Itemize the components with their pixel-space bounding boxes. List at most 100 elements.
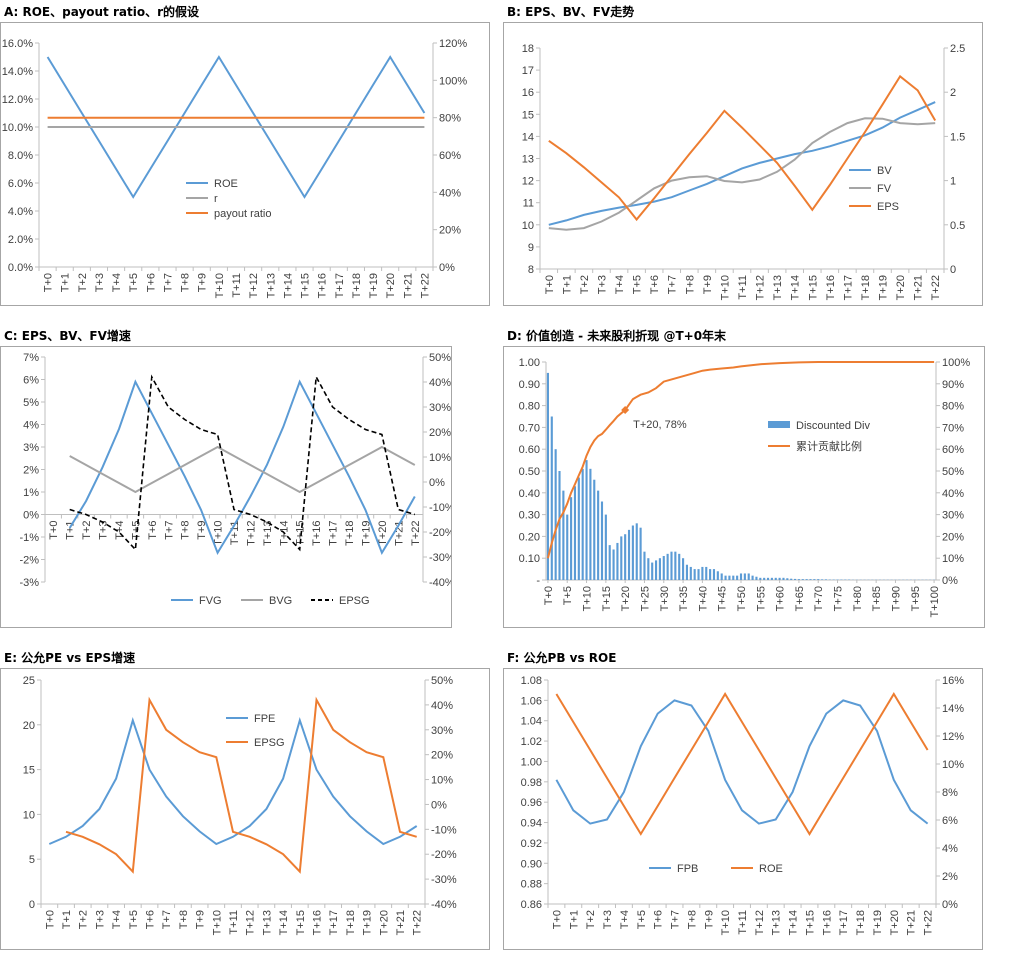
panel-b: B: EPS、BV、FV走势 8 9 10 11 12 13 14 15 16 17 18 0 0.5 1… [503, 0, 983, 306]
y-tick-label-left: 0.96 [521, 797, 542, 809]
bar-discounted-div [790, 578, 793, 580]
x-tick-label: T+5 [632, 275, 644, 294]
legend-label-cumulative: 累计贡献比例 [796, 439, 862, 453]
y-tick-label-right: 1 [950, 176, 956, 188]
series-line-bvg [69, 445, 416, 494]
x-tick-label: T+7 [667, 275, 679, 294]
x-tick-label: T+14 [278, 910, 290, 935]
y-tick-label-left: 1.00 [519, 357, 540, 369]
x-tick-label: T+17 [842, 275, 854, 300]
series-line-roe [46, 55, 426, 199]
y-tick-label-left: -3% [19, 577, 39, 589]
y-tick-label-left: 0.98 [521, 777, 542, 789]
legend-label-fpb: FPB [677, 863, 698, 875]
x-tick-label: T+95 [910, 586, 922, 611]
y-tick-label-right: 30% [942, 510, 964, 522]
y-tick-label-left: 0.20 [519, 531, 540, 543]
y-tick-label-left: 0.10 [519, 553, 540, 565]
panel-d: D: 价值创造 - 未来股利折现 @T+0年末 - 0.10 0.20 0.30 0.4… [503, 324, 985, 630]
x-tick-label: T+6 [145, 273, 157, 292]
y-tick-label-left: 0.80 [519, 401, 540, 413]
bar-discounted-div [554, 449, 557, 580]
x-tick-label: T+7 [670, 910, 682, 929]
bar-discounted-div [643, 551, 646, 580]
panel-f: F: 公允PB vs ROE 0.86 0.88 0.90 0.92 0.94 0.96 0… [503, 646, 983, 952]
y-tick-label-right: 100% [439, 75, 467, 87]
x-tick-label: T+11 [231, 273, 243, 298]
x-tick-label: T+0 [44, 910, 56, 929]
series-line-epsg [65, 696, 417, 874]
legend-label-epsg: EPSG [254, 737, 285, 749]
legend-label-payout-ratio: payout ratio [214, 208, 271, 220]
y-tick-label-right: -30% [431, 874, 457, 886]
y-tick-label-right: -10% [431, 824, 457, 836]
chart-c-frame: -3% -2% -1% 0% 1% 2% 3% 4% 5% 6% 7% -40% -30% -20% -10… [0, 346, 452, 628]
x-tick-label: T+0 [48, 521, 60, 540]
x-tick-label: T+19 [368, 273, 380, 298]
bar-discounted-div [759, 577, 762, 580]
y-tick-label-left: 16 [522, 87, 534, 99]
panel-e: E: 公允PE vs EPS增速 0 5 10 15 20 25 -40% -30% -20% -… [0, 646, 490, 952]
x-tick-label: T+19 [872, 910, 884, 935]
y-tick-label-left: -1% [19, 532, 39, 544]
y-tick-label-right: 80% [439, 113, 461, 125]
y-tick-label-left: 8.0% [8, 150, 33, 162]
x-tick-label: T+3 [596, 275, 608, 294]
x-tick-label: T+8 [180, 521, 192, 540]
x-tick-label: T+21 [393, 521, 405, 546]
x-tick-label: T+16 [821, 910, 833, 935]
y-tick-label-left: 17 [522, 65, 534, 77]
bar-discounted-div [566, 514, 569, 580]
y-tick-label-right: -20% [431, 849, 457, 861]
y-tick-label-left: 0.40 [519, 488, 540, 500]
x-tick-label: T+19 [878, 275, 890, 300]
chart-a: 0.0% 2.0% 4.0% 6.0% 8.0% 10.0% 12.0% 14.0% 16.0%… [2, 38, 468, 298]
y-tick-label-right: 120% [439, 38, 467, 50]
x-tick-label: T+18 [855, 910, 867, 935]
x-tick-label: T+15 [300, 273, 312, 298]
x-tick-label: T+15 [601, 586, 613, 611]
bar-discounted-div [600, 501, 604, 580]
x-tick-label: T+15 [807, 275, 819, 300]
x-tick-label: T+8 [686, 910, 698, 929]
annotation-marker [621, 405, 630, 414]
x-tick-label: T+5 [130, 521, 142, 540]
x-tick-label: T+20 [385, 273, 397, 298]
y-tick-label-left: - [536, 575, 540, 587]
y-tick-label-right: 0% [439, 262, 455, 274]
x-tick-label: T+1 [561, 275, 573, 294]
x-tick-label: T+12 [755, 275, 767, 300]
y-tick-label-right: 60% [439, 150, 461, 162]
bar-discounted-div [562, 490, 565, 580]
x-tick-label: T+20 [889, 910, 901, 935]
y-tick-label-left: 25 [23, 675, 35, 687]
y-tick-label-right: 8% [942, 787, 958, 799]
x-tick-label: T+4 [619, 910, 631, 929]
x-tick-label: T+22 [419, 273, 431, 298]
x-tick-label: T+15 [295, 910, 307, 935]
legend-label-fv: FV [877, 183, 892, 195]
panel-d-title: D: 价值创造 - 未来股利折现 @T+0年末 [507, 329, 727, 343]
bar-discounted-div [662, 556, 665, 580]
y-tick-label-right: 0% [429, 477, 445, 489]
x-tick-label: T+2 [77, 273, 89, 292]
x-tick-label: T+4 [614, 275, 626, 294]
panel-c-title: C: EPS、BV、FV增速 [4, 329, 131, 343]
y-tick-label-left: 14.0% [2, 66, 33, 78]
bar-discounted-div [639, 527, 642, 580]
x-tick-label: T+11 [228, 910, 240, 935]
x-tick-label: T+22 [930, 275, 942, 300]
bar-discounted-div [805, 579, 808, 580]
series-line-bv [548, 101, 936, 226]
y-tick-label-right: 20% [942, 531, 964, 543]
x-tick-label: T+0 [543, 586, 555, 605]
chart-b: 8 9 10 11 12 13 14 15 16 17 18 0 0.5 1 1.5 2 2.5 T+0 T+1 T+… [522, 43, 966, 300]
x-tick-label: T+17 [838, 910, 850, 935]
bar-discounted-div [782, 577, 785, 580]
bar-discounted-div [728, 575, 731, 580]
y-tick-label-right: 60% [942, 444, 964, 456]
bar-discounted-div [573, 486, 577, 580]
bar-discounted-div [647, 558, 650, 580]
x-tick-label: T+9 [702, 275, 714, 294]
x-tick-label: T+14 [790, 275, 802, 300]
